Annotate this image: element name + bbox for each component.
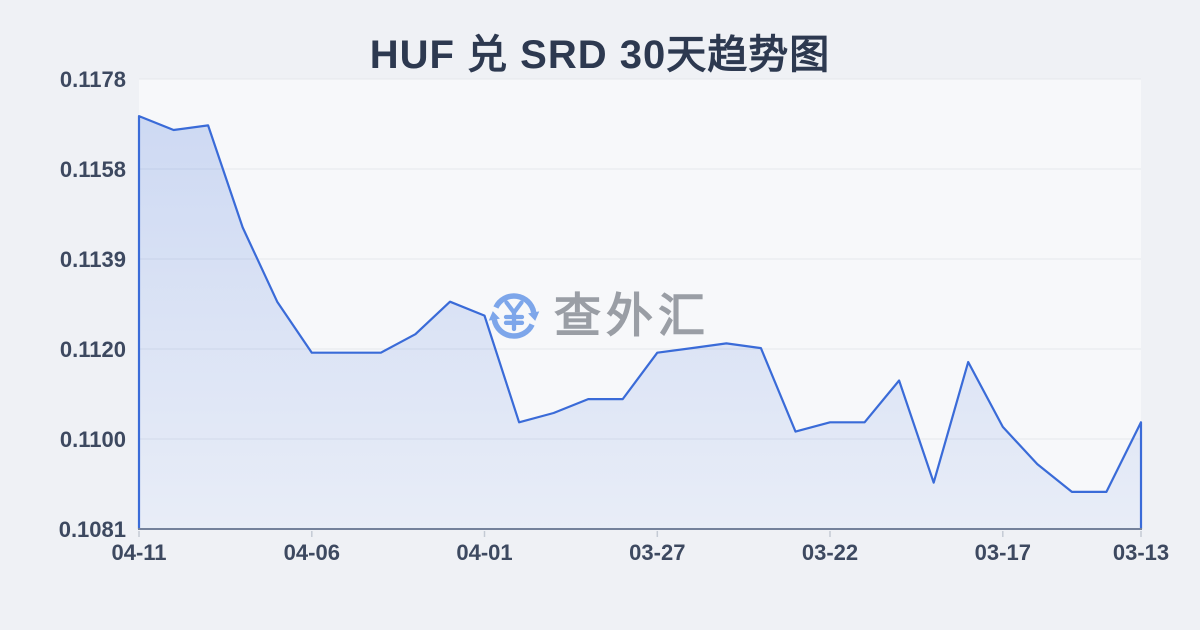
watermark: 查外汇: [484, 286, 710, 346]
x-axis-label: 04-11: [111, 540, 166, 565]
yen-exchange-icon: [488, 293, 540, 339]
series-line: [137, 115, 1143, 529]
x-axis-label: 04-06: [284, 540, 340, 565]
y-axis-label: 0.1158: [60, 157, 126, 182]
y-axis-label: 0.1139: [60, 247, 126, 272]
x-axis-label: 03-22: [802, 540, 858, 565]
x-axis-label: 03-13: [1113, 540, 1169, 565]
y-axis-label: 0.1178: [60, 67, 126, 92]
y-axis-label: 0.1100: [60, 427, 126, 452]
y-axis-label: 0.1081: [59, 517, 126, 542]
watermark-text: 查外汇: [554, 289, 710, 342]
chart-title: HUF 兑 SRD 30天趋势图: [369, 33, 831, 77]
x-axis-label: 03-27: [629, 540, 685, 565]
series-area: [139, 116, 1141, 529]
x-axis-label: 03-17: [975, 540, 1031, 565]
x-axis-label: 04-01: [456, 540, 512, 565]
y-axis-label: 0.1120: [60, 337, 126, 362]
